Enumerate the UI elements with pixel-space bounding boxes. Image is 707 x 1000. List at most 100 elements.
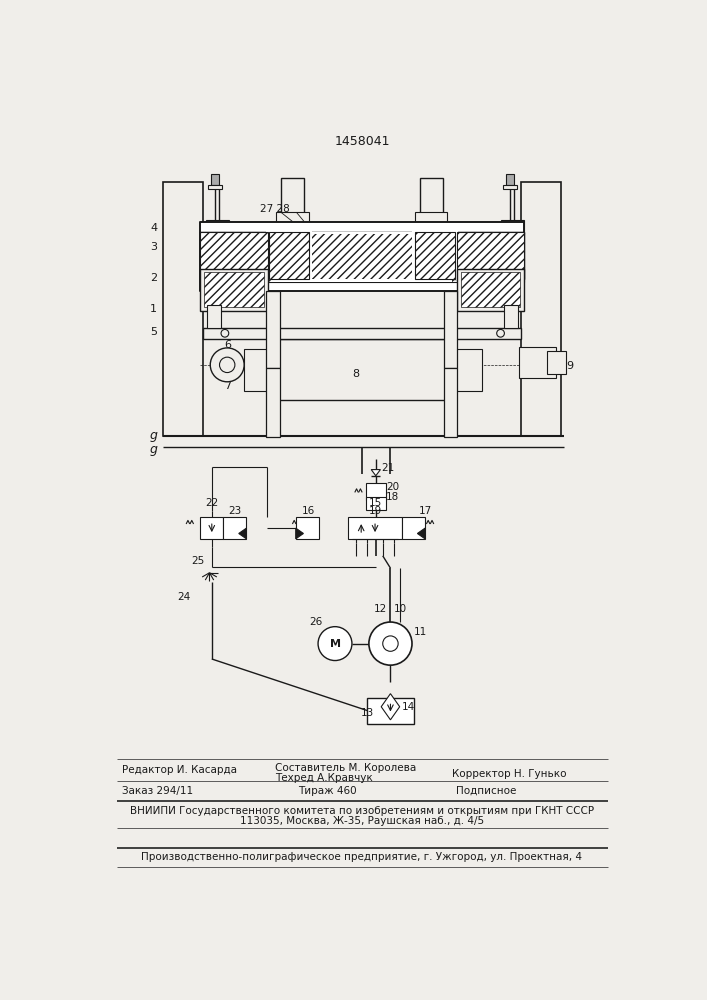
Text: 23: 23 xyxy=(228,506,242,516)
Bar xyxy=(276,212,309,222)
Text: Корректор Н. Гунько: Корректор Н. Гунько xyxy=(452,769,566,779)
Bar xyxy=(271,339,456,400)
Bar xyxy=(504,234,520,243)
Circle shape xyxy=(369,622,412,665)
Bar xyxy=(200,232,524,279)
Bar xyxy=(266,231,312,280)
Bar xyxy=(521,182,561,436)
Bar xyxy=(200,232,268,279)
Text: 15: 15 xyxy=(368,498,382,508)
Circle shape xyxy=(210,348,244,382)
Text: 25: 25 xyxy=(192,556,204,566)
Bar xyxy=(412,231,458,280)
Bar xyxy=(200,232,525,282)
Text: Тираж 460: Тираж 460 xyxy=(298,786,356,796)
Circle shape xyxy=(221,329,229,337)
Bar xyxy=(207,305,221,328)
Bar xyxy=(460,272,520,307)
Text: Редактор И. Касарда: Редактор И. Касарда xyxy=(122,765,238,775)
Bar xyxy=(275,234,448,279)
Text: 7: 7 xyxy=(224,381,231,391)
Bar xyxy=(281,178,304,220)
Text: 22: 22 xyxy=(205,498,218,508)
Polygon shape xyxy=(381,694,399,720)
Polygon shape xyxy=(371,470,380,476)
Bar xyxy=(206,220,229,234)
Bar xyxy=(415,212,448,222)
Bar xyxy=(457,232,524,279)
Bar xyxy=(457,269,524,311)
Bar xyxy=(266,368,279,437)
Bar xyxy=(163,182,204,436)
Bar xyxy=(443,368,457,437)
Bar xyxy=(547,351,566,374)
Bar xyxy=(506,174,514,185)
Bar xyxy=(420,178,443,220)
Bar xyxy=(269,232,309,279)
Text: 16: 16 xyxy=(301,506,315,516)
Bar xyxy=(296,517,319,539)
Text: 1: 1 xyxy=(150,304,157,314)
Circle shape xyxy=(318,627,352,661)
Text: 13: 13 xyxy=(361,708,375,718)
Text: 4: 4 xyxy=(150,223,157,233)
Text: 24: 24 xyxy=(177,592,190,602)
Bar xyxy=(366,483,386,500)
Text: Заказ 294/11: Заказ 294/11 xyxy=(122,786,194,796)
Text: Подписное: Подписное xyxy=(456,786,516,796)
Bar xyxy=(443,291,457,368)
Bar xyxy=(204,328,521,339)
Bar xyxy=(452,349,482,391)
Bar xyxy=(501,220,524,234)
Text: 17: 17 xyxy=(419,506,432,516)
Text: Производственно-полиграфическое предприятие, г. Ужгород, ул. Проектная, 4: Производственно-полиграфическое предприя… xyxy=(141,852,583,862)
Text: Составитель М. Королева: Составитель М. Королева xyxy=(275,763,416,773)
Bar xyxy=(402,517,425,539)
Bar xyxy=(204,272,264,307)
Bar xyxy=(266,291,279,368)
Circle shape xyxy=(219,357,235,373)
Text: 5: 5 xyxy=(150,327,157,337)
Bar xyxy=(211,174,218,185)
Bar xyxy=(223,517,247,539)
Text: Техред А.Кравчук: Техред А.Кравчук xyxy=(275,773,373,783)
Text: 9: 9 xyxy=(566,361,573,371)
Text: g: g xyxy=(149,429,157,442)
Text: 21: 21 xyxy=(381,463,395,473)
Bar xyxy=(519,347,556,378)
Text: 19: 19 xyxy=(368,506,382,516)
Polygon shape xyxy=(417,528,425,539)
Text: 8: 8 xyxy=(352,369,359,379)
Bar xyxy=(503,185,517,189)
Text: 14: 14 xyxy=(402,702,415,712)
Circle shape xyxy=(497,329,504,337)
Text: ВНИИПИ Государственного комитета по изобретениям и открытиям при ГКНТ СССР: ВНИИПИ Государственного комитета по изоб… xyxy=(130,806,594,816)
Bar xyxy=(504,305,518,328)
Text: 1458041: 1458041 xyxy=(334,135,390,148)
Text: 27 28: 27 28 xyxy=(259,204,289,214)
Bar xyxy=(200,222,525,291)
Text: 2: 2 xyxy=(150,273,157,283)
Polygon shape xyxy=(239,528,247,539)
Text: 18: 18 xyxy=(386,492,399,502)
Bar xyxy=(348,517,402,539)
Bar xyxy=(271,232,452,282)
Bar xyxy=(200,269,268,311)
Text: 113035, Москва, Ж-35, Раушская наб., д. 4/5: 113035, Москва, Ж-35, Раушская наб., д. … xyxy=(240,816,484,826)
Text: 6: 6 xyxy=(224,340,231,350)
Polygon shape xyxy=(296,528,303,539)
Bar xyxy=(366,497,386,510)
Bar xyxy=(200,517,223,539)
Text: 26: 26 xyxy=(309,617,322,627)
Text: 11: 11 xyxy=(414,627,427,637)
Bar xyxy=(368,698,414,724)
Text: g: g xyxy=(149,443,157,456)
Text: 20: 20 xyxy=(386,482,399,492)
Text: 12: 12 xyxy=(373,604,387,614)
Bar xyxy=(209,234,225,243)
Bar xyxy=(208,185,222,189)
Text: 10: 10 xyxy=(395,604,407,614)
Circle shape xyxy=(382,636,398,651)
Bar xyxy=(415,232,455,279)
Text: М: М xyxy=(329,639,341,649)
